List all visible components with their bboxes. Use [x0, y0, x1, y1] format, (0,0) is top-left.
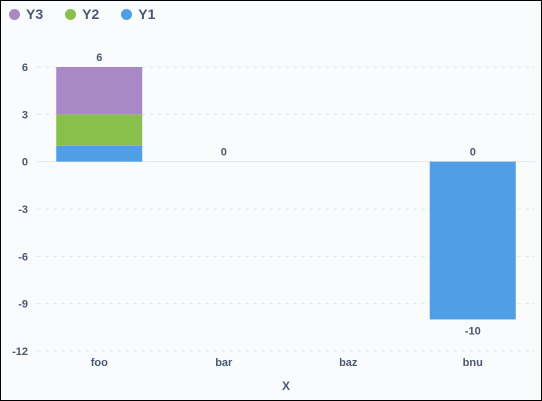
- legend-item-y2[interactable]: Y2: [65, 6, 99, 22]
- total-label: -10: [465, 325, 481, 337]
- bar-foo-y1: [56, 145, 143, 162]
- x-tick-label: bnu: [463, 357, 483, 369]
- total-label: 0: [221, 147, 227, 159]
- legend-dot: [121, 8, 133, 20]
- total-label: 0: [470, 147, 476, 159]
- x-tick-label: baz: [339, 357, 358, 369]
- total-label: 6: [96, 52, 102, 64]
- legend-label: Y3: [26, 6, 44, 22]
- legend-item-y1[interactable]: Y1: [121, 6, 155, 22]
- y-tick-label: 6: [22, 62, 28, 74]
- bar-foo-y2: [56, 114, 143, 146]
- bar-foo-y3: [56, 67, 143, 115]
- bar-bnu-y1: [429, 161, 516, 320]
- legend-dot: [65, 8, 77, 20]
- legend: Y3 Y2 Y1: [9, 6, 155, 22]
- y-tick-label: -9: [18, 299, 28, 311]
- x-tick-label: foo: [91, 357, 108, 369]
- y-tick-label: -3: [18, 204, 28, 216]
- legend-label: Y2: [82, 6, 100, 22]
- y-tick-label: 0: [22, 157, 28, 169]
- x-axis-title: X: [282, 379, 290, 393]
- legend-label: Y1: [138, 6, 156, 22]
- y-tick-label: 3: [22, 109, 28, 121]
- legend-dot: [9, 8, 20, 20]
- y-tick-label: -6: [18, 251, 28, 263]
- x-tick-label: bar: [215, 357, 233, 369]
- y-tick-label: -12: [12, 346, 28, 358]
- legend-item-y3[interactable]: Y3: [9, 6, 43, 22]
